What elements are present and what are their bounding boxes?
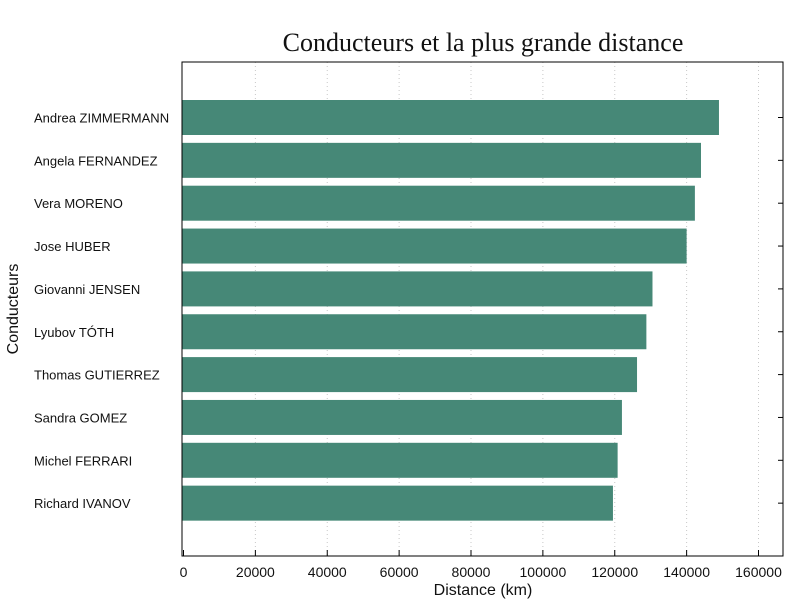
y-category-label: Vera MORENO [34, 196, 123, 211]
y-category-label: Lyubov TÓTH [34, 325, 114, 340]
x-ticks: 0 20000 40000 60000 80000 100000 120000 140000 1… [180, 550, 782, 580]
y-category-label: Michel FERRARI [34, 453, 132, 468]
bar [182, 228, 687, 264]
y-category-label: Sandra GOMEZ [34, 410, 127, 425]
bar [182, 314, 647, 350]
plot-frame [181, 61, 784, 557]
bar [182, 142, 701, 178]
x-tick-label: 100000 [520, 564, 567, 580]
x-tick-label: 140000 [663, 564, 710, 580]
bar [182, 100, 719, 135]
y-axis-label: Conducteurs [5, 264, 22, 355]
x-tick-label: 160000 [735, 564, 782, 580]
y-category-label: Thomas GUTIERREZ [34, 368, 160, 383]
y-category-label: Jose HUBER [34, 239, 111, 254]
bar [182, 485, 613, 521]
bar [182, 357, 638, 393]
bar [182, 442, 618, 478]
bar [182, 271, 653, 307]
bar [182, 185, 695, 221]
y-category-label: Richard IVANOV [34, 496, 131, 511]
y-category-label: Angela FERNANDEZ [34, 153, 158, 168]
grid-lines [254, 62, 759, 556]
y-category-label: Giovanni JENSEN [34, 282, 140, 297]
x-tick-label: 120000 [591, 564, 638, 580]
x-axis-label: Distance (km) [434, 582, 533, 599]
bars [182, 100, 719, 521]
x-tick-label: 20000 [236, 564, 275, 580]
bar [182, 399, 622, 435]
chart-title: Conducteurs et la plus grande distance [283, 28, 684, 57]
x-tick-label: 0 [180, 564, 188, 580]
x-tick-label: 80000 [452, 564, 491, 580]
x-tick-label: 40000 [308, 564, 347, 580]
x-tick-label: 60000 [380, 564, 419, 580]
y-ticks: Andrea ZIMMERMANN Angela FERNANDEZ Vera MO… [34, 111, 783, 511]
y-category-label: Andrea ZIMMERMANN [34, 111, 169, 126]
